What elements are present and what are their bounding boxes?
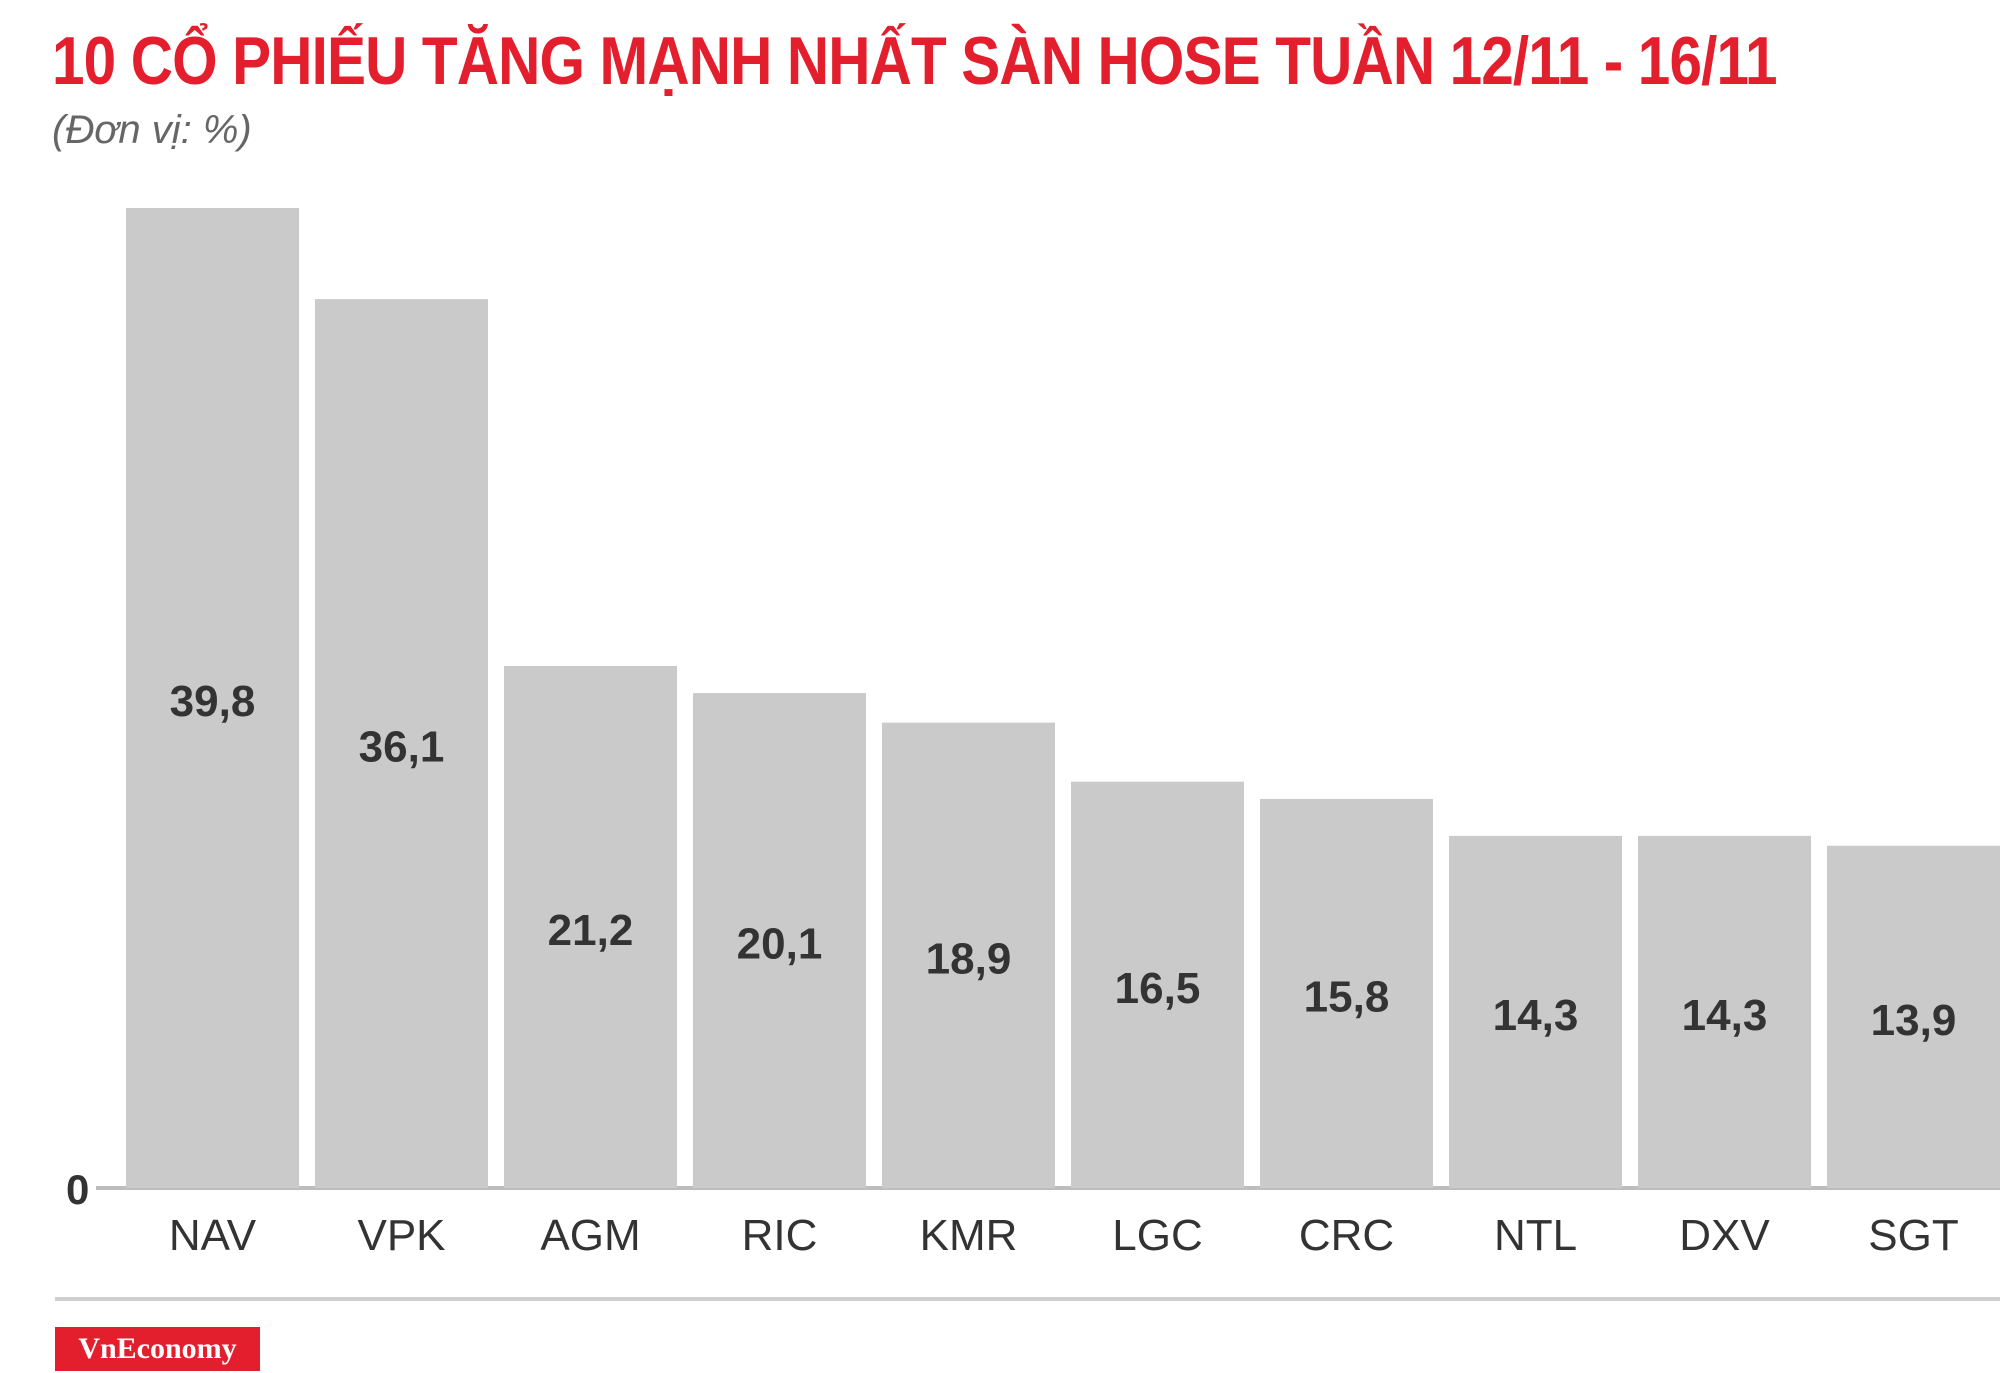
bar-sgt bbox=[1827, 845, 2000, 1188]
value-label: 18,9 bbox=[926, 934, 1012, 983]
bar-ric bbox=[693, 693, 866, 1188]
category-label: NTL bbox=[1494, 1211, 1577, 1260]
bar-lgc bbox=[1071, 781, 1244, 1188]
category-label: DXV bbox=[1679, 1211, 1770, 1260]
y-tick-label: 0 bbox=[66, 1166, 89, 1213]
bar-nav bbox=[126, 208, 299, 1188]
category-label: LGC bbox=[1112, 1211, 1202, 1260]
bar-vpk bbox=[315, 299, 488, 1188]
value-label: 21,2 bbox=[548, 906, 634, 955]
footer-divider bbox=[55, 1297, 2000, 1301]
value-label: 14,3 bbox=[1493, 991, 1579, 1040]
value-label: 14,3 bbox=[1682, 991, 1768, 1040]
bar-dxv bbox=[1638, 835, 1811, 1188]
value-label: 16,5 bbox=[1115, 964, 1201, 1013]
category-label: AGM bbox=[540, 1211, 640, 1260]
category-label: CRC bbox=[1299, 1211, 1394, 1260]
category-label: SGT bbox=[1868, 1211, 1958, 1260]
value-label: 15,8 bbox=[1304, 972, 1390, 1021]
bar-agm bbox=[504, 665, 677, 1188]
bar-kmr bbox=[882, 722, 1055, 1188]
category-label: VPK bbox=[357, 1211, 445, 1260]
category-label: RIC bbox=[742, 1211, 818, 1260]
bar-crc bbox=[1260, 798, 1433, 1188]
chart-subtitle: (Đơn vị: %) bbox=[52, 108, 252, 152]
value-label: 39,8 bbox=[170, 677, 256, 726]
value-label: 36,1 bbox=[359, 723, 445, 772]
category-label: KMR bbox=[920, 1211, 1018, 1260]
vneconomy-logo: VnEconomy bbox=[55, 1327, 260, 1371]
chart-title: 10 CỔ PHIẾU TĂNG MẠNH NHẤT SÀN HOSE TUẦN… bbox=[52, 23, 1777, 99]
value-label: 20,1 bbox=[737, 920, 823, 969]
bar-ntl bbox=[1449, 835, 1622, 1188]
category-label: NAV bbox=[169, 1211, 257, 1260]
bar-chart: 0 39,8 NAV 36,1 VPK 21,2 AGM 20,1 RIC 18,9 KMR 16,5… bbox=[66, 208, 2000, 1260]
value-label: 13,9 bbox=[1871, 996, 1957, 1045]
